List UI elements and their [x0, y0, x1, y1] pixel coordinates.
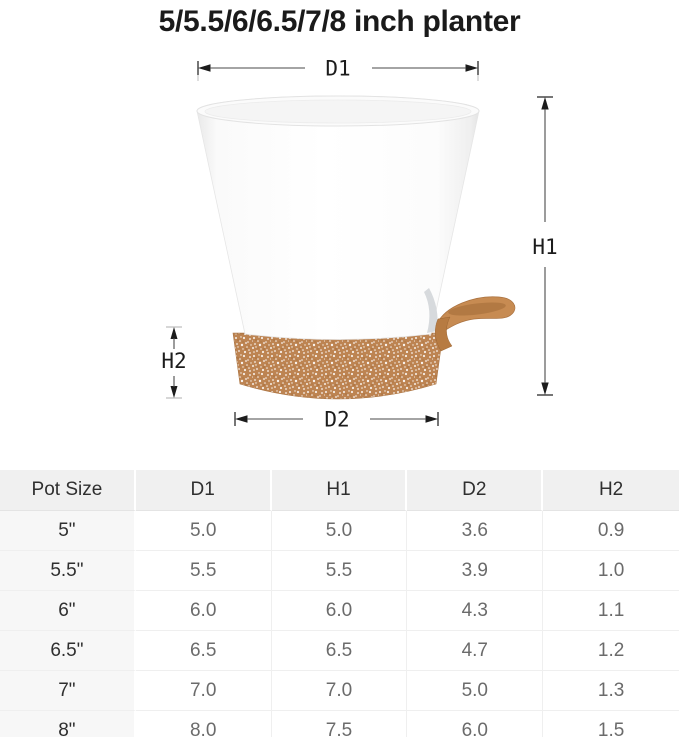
value-cell: 1.3 — [543, 671, 679, 711]
pot-size-cell: 8" — [0, 711, 136, 737]
h2-arrowhead-top — [170, 327, 178, 339]
h2-dimension: H2 — [161, 326, 187, 399]
col-header-h1: H1 — [271, 470, 408, 511]
value-cell: 1.2 — [543, 631, 679, 671]
value-cell: 5.5 — [135, 551, 272, 591]
h1-arrowhead-bottom — [541, 382, 549, 395]
value-cell: 6.0 — [271, 591, 408, 631]
saucer — [232, 332, 444, 400]
value-cell: 8.0 — [135, 711, 272, 737]
value-cell: 1.1 — [543, 591, 679, 631]
h1-label: H1 — [532, 235, 557, 259]
d1-label: D1 — [325, 57, 350, 81]
value-cell: 3.9 — [407, 551, 544, 591]
value-cell: 7.5 — [271, 711, 408, 737]
header-row: Pot Size D1 H1 D2 H2 — [0, 470, 679, 511]
value-cell: 6.0 — [407, 711, 544, 737]
pot-size-cell: 6" — [0, 591, 136, 631]
d2-label: D2 — [324, 408, 349, 432]
pot-size-cell: 6.5" — [0, 631, 136, 671]
value-cell: 3.6 — [407, 511, 544, 551]
d1-dimension: D1 — [197, 57, 479, 81]
spout-opening — [448, 302, 506, 316]
value-cell: 5.0 — [135, 511, 272, 551]
h2-arrowhead-bottom — [170, 386, 178, 398]
size-table-body: 5" 5.0 5.0 3.6 0.9 5.5" 5.5 5.5 3.9 1.0 6" 6.0 6.0 4.… — [0, 511, 679, 737]
value-cell: 5.0 — [271, 511, 408, 551]
value-cell: 7.0 — [135, 671, 272, 711]
value-cell: 6.5 — [271, 631, 408, 671]
d1-arrowhead-right — [465, 64, 478, 72]
h1-arrowhead-top — [541, 97, 549, 110]
value-cell: 1.5 — [543, 711, 679, 737]
col-header-h2: H2 — [543, 470, 679, 511]
watering-spout — [424, 288, 516, 352]
d1-arrowhead-left — [198, 64, 211, 72]
planter-diagram: D1 H1 H2 — [161, 57, 558, 432]
value-cell: 4.7 — [407, 631, 544, 671]
d2-arrowhead-left — [235, 415, 248, 423]
table-row: 5" 5.0 5.0 3.6 0.9 — [0, 511, 679, 551]
d2-arrowhead-right — [425, 415, 438, 423]
spout-shadow — [424, 288, 438, 333]
d2-dimension: D2 — [234, 408, 439, 432]
pot-body — [196, 95, 480, 340]
pot-size-cell: 7" — [0, 671, 136, 711]
pot-size-cell: 5" — [0, 511, 136, 551]
col-header-d2: D2 — [407, 470, 544, 511]
value-cell: 5.5 — [271, 551, 408, 591]
value-cell: 1.0 — [543, 551, 679, 591]
h2-label: H2 — [161, 349, 186, 373]
spout-strap — [435, 316, 453, 352]
pot-size-cell: 5.5" — [0, 551, 136, 591]
table-row: 6" 6.0 6.0 4.3 1.1 — [0, 591, 679, 631]
col-header-d1: D1 — [135, 470, 272, 511]
table-row: 5.5" 5.5 5.5 3.9 1.0 — [0, 551, 679, 591]
h1-dimension: H1 — [532, 96, 558, 396]
col-header-pot-size: Pot Size — [0, 470, 136, 511]
value-cell: 4.3 — [407, 591, 544, 631]
table-row: 6.5" 6.5 6.5 4.7 1.2 — [0, 631, 679, 671]
value-cell: 6.5 — [135, 631, 272, 671]
value-cell: 6.0 — [135, 591, 272, 631]
value-cell: 5.0 — [407, 671, 544, 711]
size-table: Pot Size D1 H1 D2 H2 5" 5.0 5.0 3.6 0.9 5.5" 5… — [0, 470, 679, 737]
value-cell: 7.0 — [271, 671, 408, 711]
pot — [196, 95, 480, 340]
table-row: 7" 7.0 7.0 5.0 1.3 — [0, 671, 679, 711]
pot-opening-inner — [204, 99, 472, 124]
table-row: 8" 8.0 7.5 6.0 1.5 — [0, 711, 679, 737]
saucer-body — [232, 332, 444, 400]
page-title: 5/5.5/6/6.5/7/8 inch planter — [158, 5, 521, 38]
value-cell: 0.9 — [543, 511, 679, 551]
